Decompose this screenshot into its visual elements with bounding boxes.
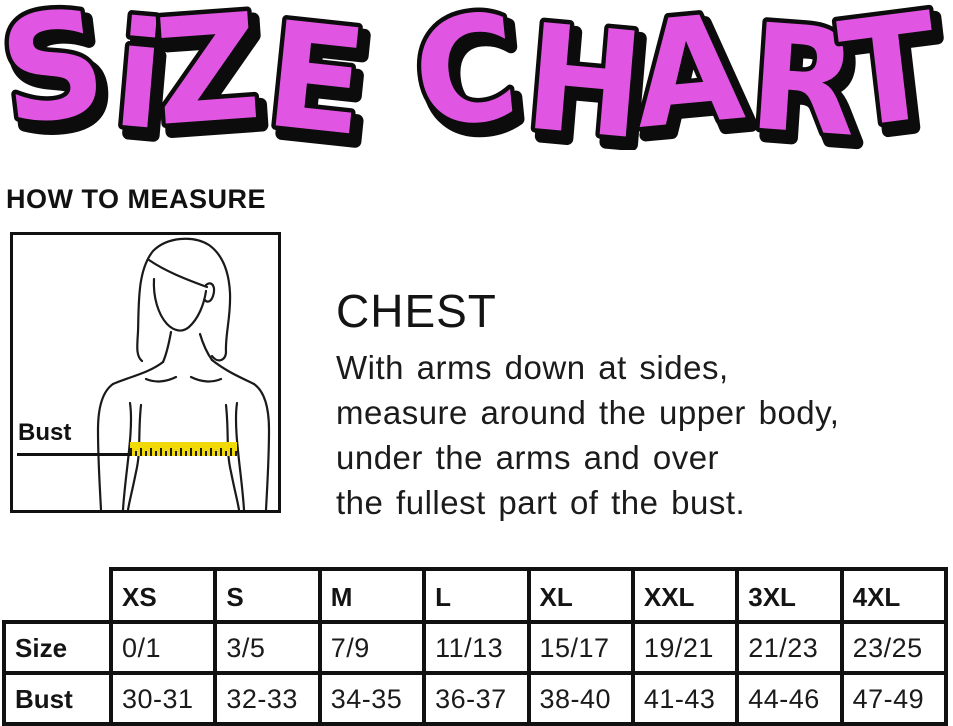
title-shadow: SiZE CHART [0, 0, 953, 150]
torso-right [224, 403, 241, 510]
title-word-chart-shadow: CHART [412, 0, 953, 150]
bust-value: 34-35 [317, 671, 427, 726]
arm-outer-left [96, 382, 115, 510]
bust-pointer-line [17, 453, 131, 456]
column-header-xs: XS [108, 567, 218, 624]
bust-diagram-label: Bust [18, 419, 72, 446]
shoulder-left [111, 360, 165, 386]
neck-right [198, 332, 214, 362]
column-header-4xl: 4XL [839, 567, 949, 624]
column-header-s: S [213, 567, 322, 624]
title-fill: SiZE CHART [0, 0, 951, 150]
arm-outer-right [252, 382, 271, 510]
size-chart-title: SiZE CHART SiZE CHART [0, 0, 953, 150]
table-corner-blank [4, 569, 111, 622]
column-header-m: M [317, 567, 427, 624]
shoulder-right [210, 358, 256, 386]
column-header-xl: XL [526, 567, 635, 624]
bust-value: 38-40 [526, 671, 635, 726]
chest-instruction-line: the fullest part of the bust. [336, 484, 746, 521]
measuring-tape-icon [130, 442, 237, 456]
title-word-size-shadow: SiZE [0, 0, 380, 150]
measurement-diagram-box: Bust [10, 232, 281, 513]
face-outline [152, 277, 208, 332]
arm-inner-right [234, 401, 246, 510]
size-value: 21/23 [735, 620, 844, 675]
neck-left [161, 330, 173, 364]
size-value: 19/21 [630, 620, 740, 675]
bust-value: 36-37 [422, 671, 531, 726]
size-value: 0/1 [108, 620, 218, 675]
chest-instruction-line: measure around the upper body, [336, 394, 840, 431]
bust-value: 30-31 [108, 671, 218, 726]
chest-instruction-line: With arms down at sides, [336, 349, 729, 386]
size-value: 15/17 [526, 620, 635, 675]
column-header-xxl: XXL [630, 567, 740, 624]
row-label-size: Size [2, 620, 113, 675]
arm-inner-left [121, 401, 133, 510]
chest-instructions: CHEST With arms down at sides, measure a… [336, 284, 951, 525]
ear [203, 282, 216, 303]
hair-fringe [147, 258, 209, 289]
torso-left [126, 403, 143, 510]
woman-torso-figure-icon [96, 237, 271, 510]
bust-value: 47-49 [839, 671, 949, 726]
chest-heading: CHEST [336, 285, 497, 337]
collarbone-right [189, 375, 223, 383]
size-value: 3/5 [213, 620, 322, 675]
title-word-chart: CHART [406, 0, 947, 150]
collarbone-left [144, 375, 178, 383]
bust-value: 32-33 [213, 671, 322, 726]
bust-value: 41-43 [630, 671, 740, 726]
size-chart-table: XS S M L XL XXL 3XL 4XL Size 0/1 3/5 7/9… [2, 567, 949, 726]
how-to-measure-heading: HOW TO MEASURE [6, 184, 267, 214]
title-word-size: SiZE [0, 0, 374, 150]
chest-instruction-line: under the arms and over [336, 439, 720, 476]
row-label-bust: Bust [2, 671, 113, 726]
size-value: 7/9 [317, 620, 427, 675]
table-header-row: XS S M L XL XXL 3XL 4XL [4, 567, 949, 624]
hair-outline [136, 237, 232, 363]
table-row-bust: Bust 30-31 32-33 34-35 36-37 38-40 41-43… [2, 671, 949, 726]
size-value: 23/25 [839, 620, 949, 675]
table-row-size: Size 0/1 3/5 7/9 11/13 15/17 19/21 21/23… [2, 620, 949, 675]
column-header-l: L [422, 567, 531, 624]
column-header-3xl: 3XL [735, 567, 844, 624]
size-value: 11/13 [422, 620, 531, 675]
bust-value: 44-46 [735, 671, 844, 726]
